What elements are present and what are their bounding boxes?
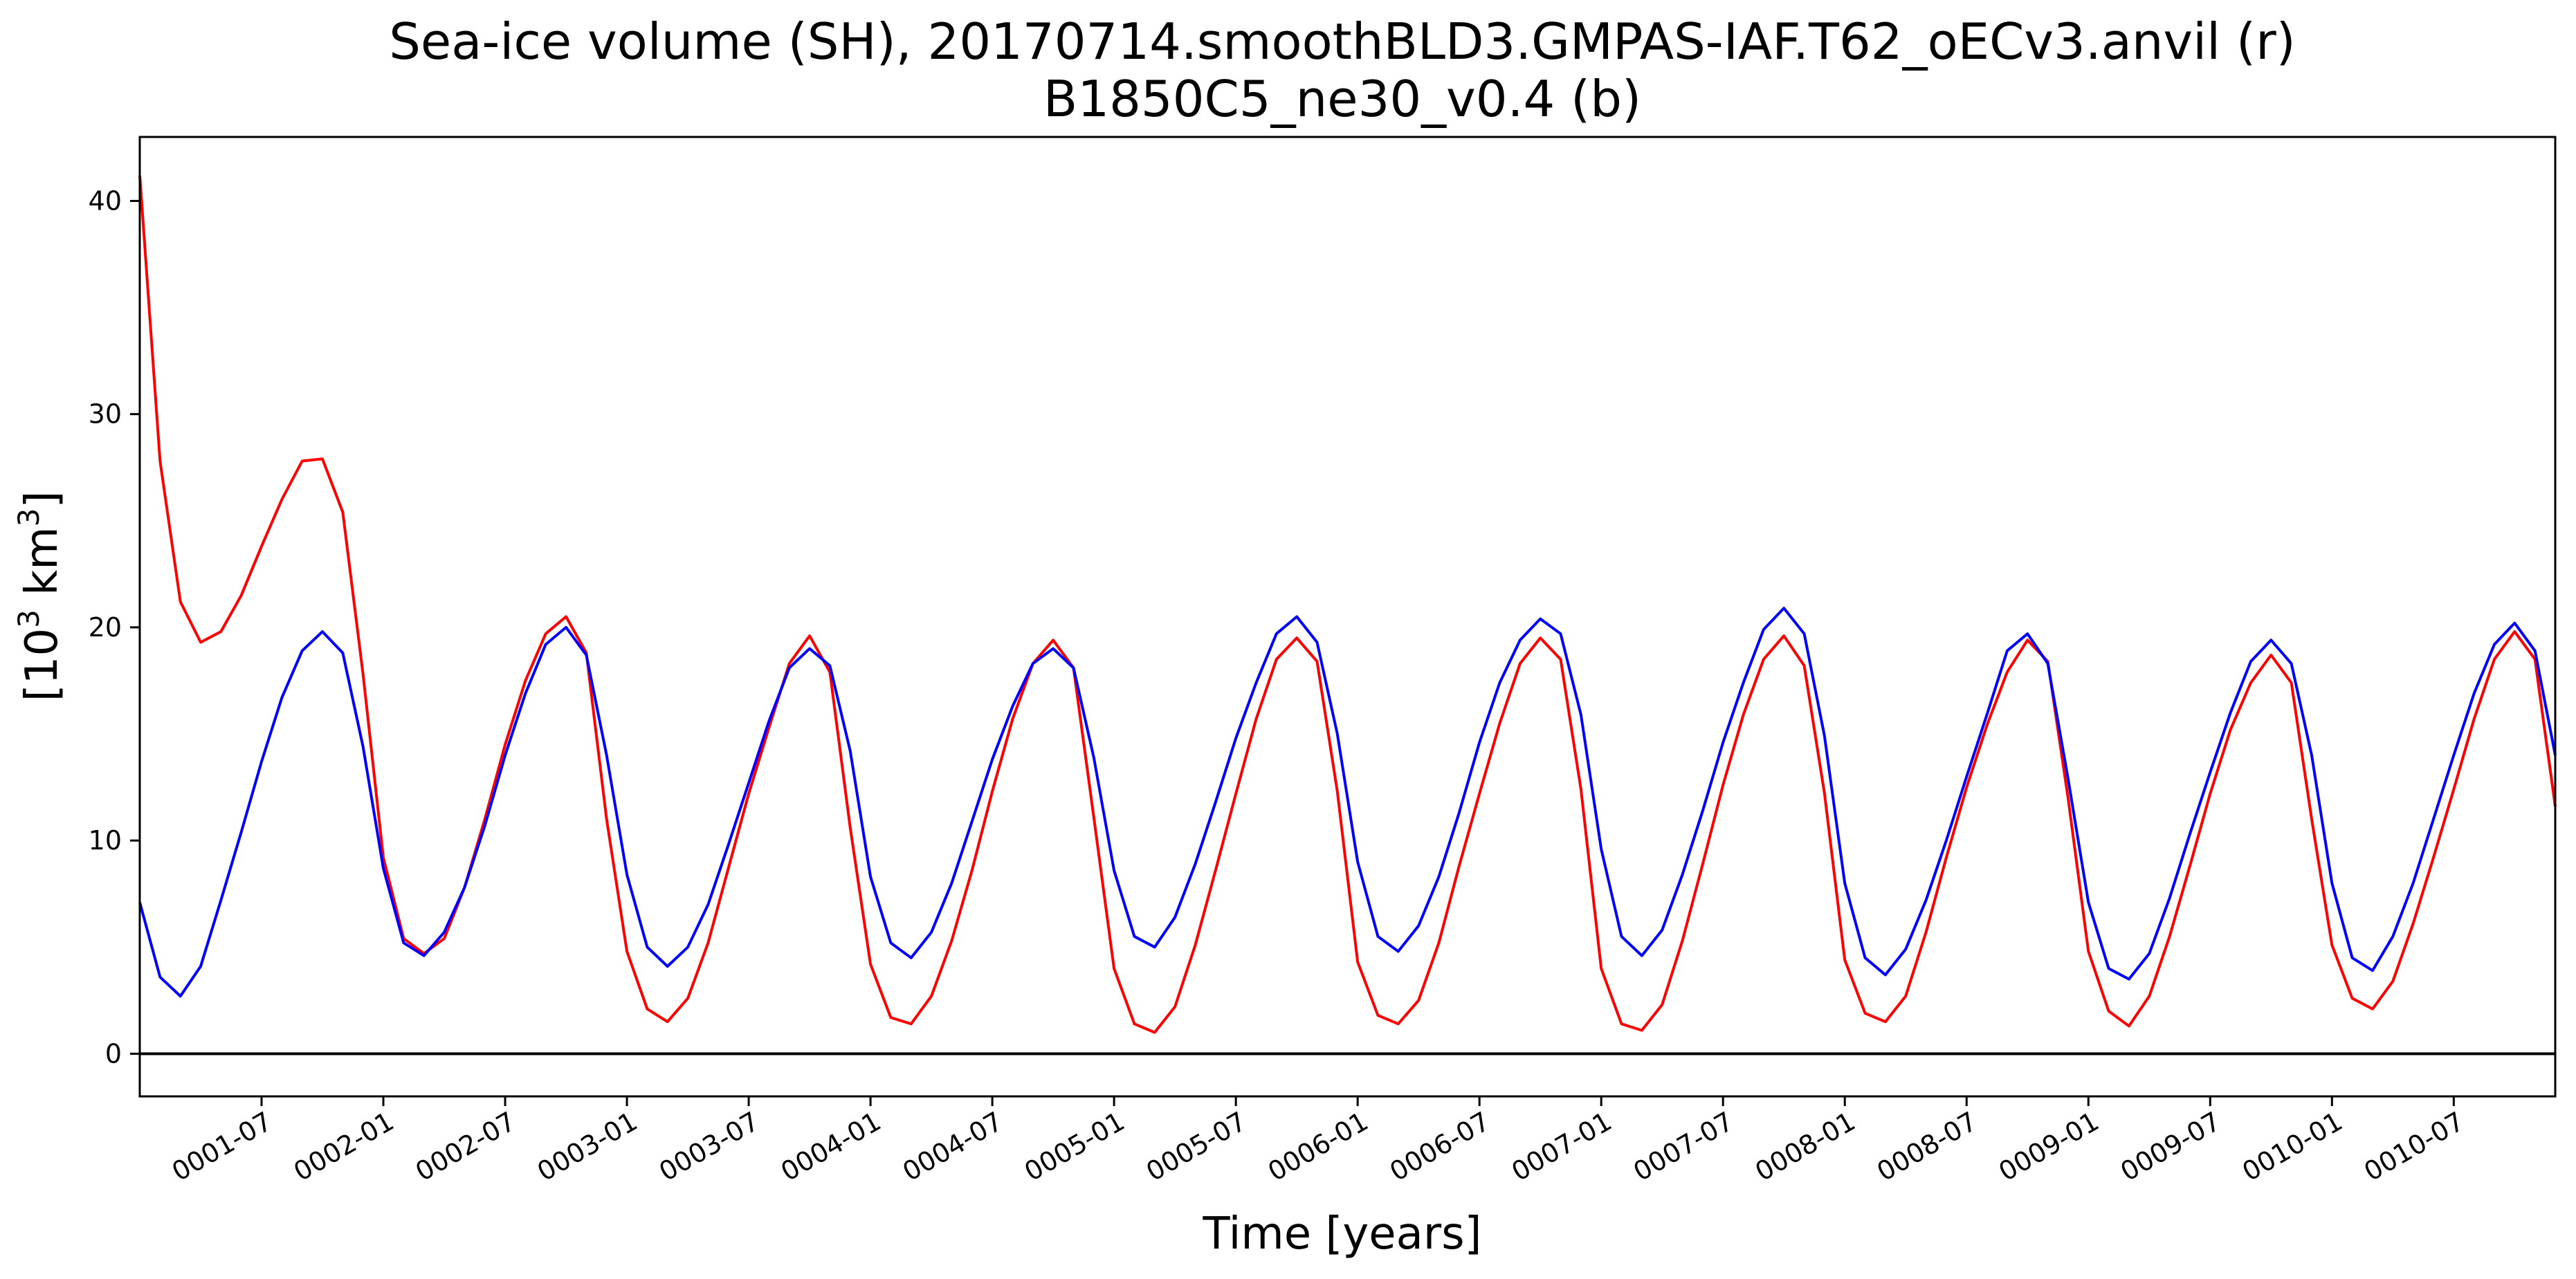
x-tick-label: 0002-07 bbox=[410, 1106, 521, 1187]
x-tick-label: 0004-07 bbox=[897, 1106, 1008, 1187]
y-label-base: [10 bbox=[17, 628, 68, 701]
x-tick-label: 0003-07 bbox=[654, 1106, 765, 1187]
x-tick-label: 0007-01 bbox=[1506, 1106, 1617, 1187]
y-axis-ticks: 0 10 20 30 40 bbox=[89, 185, 140, 1069]
x-tick-label: 0001-07 bbox=[167, 1106, 277, 1187]
x-tick-label: 0010-07 bbox=[2359, 1106, 2469, 1187]
x-tick-label: 0005-01 bbox=[1019, 1106, 1130, 1187]
x-tick-label: 0008-01 bbox=[1750, 1106, 1861, 1187]
y-tick-label: 30 bbox=[89, 399, 122, 430]
x-tick-label: 0006-07 bbox=[1385, 1106, 1495, 1187]
chart-title-line2: B1850C5_ne30_v0.4 (b) bbox=[1043, 70, 1641, 128]
x-axis-label: Time [years] bbox=[1202, 1208, 1481, 1260]
plot-area bbox=[138, 136, 2557, 1098]
y-label-mid: km bbox=[17, 526, 68, 609]
y-label-sup1: 3 bbox=[12, 609, 46, 628]
x-tick-label: 0006-01 bbox=[1263, 1106, 1373, 1187]
y-tick-label: 20 bbox=[89, 612, 122, 643]
y-tick-label: 10 bbox=[89, 825, 122, 856]
x-tick-label: 0005-07 bbox=[1141, 1106, 1252, 1187]
x-tick-label: 0010-01 bbox=[2237, 1106, 2348, 1187]
plot-frame bbox=[138, 136, 2557, 1098]
x-tick-label: 0009-01 bbox=[1993, 1106, 2104, 1187]
x-tick-label: 0007-07 bbox=[1628, 1106, 1739, 1187]
x-tick-label: 0004-01 bbox=[776, 1106, 886, 1187]
series-line-blue bbox=[138, 607, 2557, 998]
y-label-end: ] bbox=[17, 491, 68, 508]
y-tick-label: 40 bbox=[89, 185, 122, 216]
x-tick-label: 0002-01 bbox=[289, 1106, 399, 1187]
y-label-sup2: 3 bbox=[12, 508, 46, 527]
y-tick-label: 0 bbox=[105, 1038, 122, 1069]
chart-title-line1: Sea-ice volume (SH), 20170714.smoothBLD3… bbox=[389, 12, 2296, 71]
x-tick-label: 0009-07 bbox=[2115, 1106, 2226, 1187]
y-axis-label: [103 km3] bbox=[12, 491, 68, 702]
x-tick-label: 0008-07 bbox=[1872, 1106, 1982, 1187]
x-axis-ticks: 0001-07 0002-01 0002-07 0003-01 0003-07 0004-… bbox=[167, 1096, 2469, 1187]
series-line-red bbox=[138, 175, 2557, 1034]
x-tick-label: 0003-01 bbox=[532, 1106, 643, 1187]
